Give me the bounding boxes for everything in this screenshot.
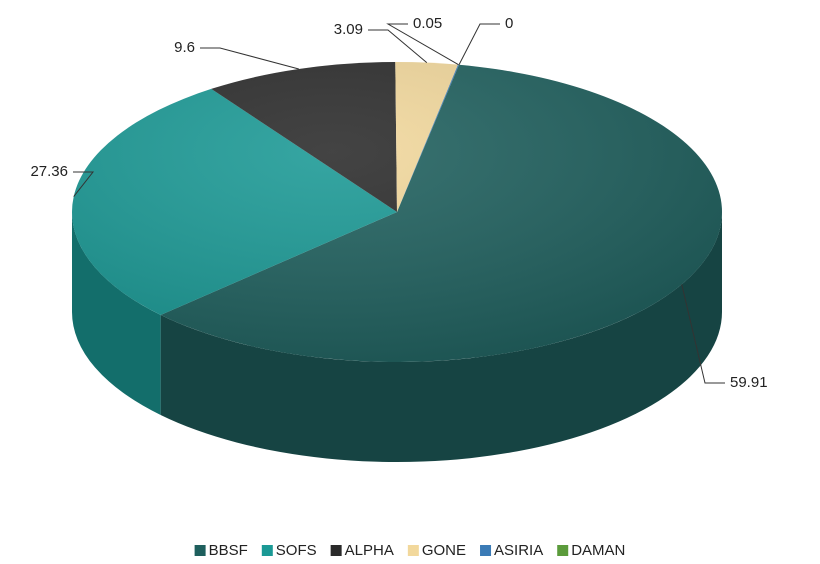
legend-swatch <box>407 545 419 556</box>
legend-label: SOFS <box>276 542 317 559</box>
leader-line <box>681 284 725 384</box>
value-label: 59.91 <box>730 374 768 391</box>
legend: BBSF SOFS ALPHA GONE ASIRIA DAMAN <box>194 542 625 559</box>
legend-swatch <box>557 545 569 556</box>
legend-swatch <box>330 545 342 556</box>
legend-label: ASIRIA <box>494 542 543 559</box>
value-label: 9.6 <box>174 39 195 56</box>
value-label: 0 <box>505 15 513 32</box>
value-label: 0.05 <box>413 15 442 32</box>
slice-side <box>160 212 722 463</box>
leader-line <box>200 47 299 70</box>
legend-swatch <box>480 545 492 556</box>
legend-label: DAMAN <box>571 542 625 559</box>
legend-swatch <box>261 545 273 556</box>
leader-line <box>386 23 459 66</box>
value-label: 3.09 <box>334 21 363 38</box>
legend-label: BBSF <box>209 542 248 559</box>
leader-line <box>73 171 95 197</box>
legend-swatch <box>194 545 206 556</box>
value-label: 27.36 <box>30 163 68 180</box>
leader-line <box>368 29 428 64</box>
legend-label: ALPHA <box>345 542 394 559</box>
legend-label: GONE <box>422 542 466 559</box>
leader-line <box>458 23 500 65</box>
